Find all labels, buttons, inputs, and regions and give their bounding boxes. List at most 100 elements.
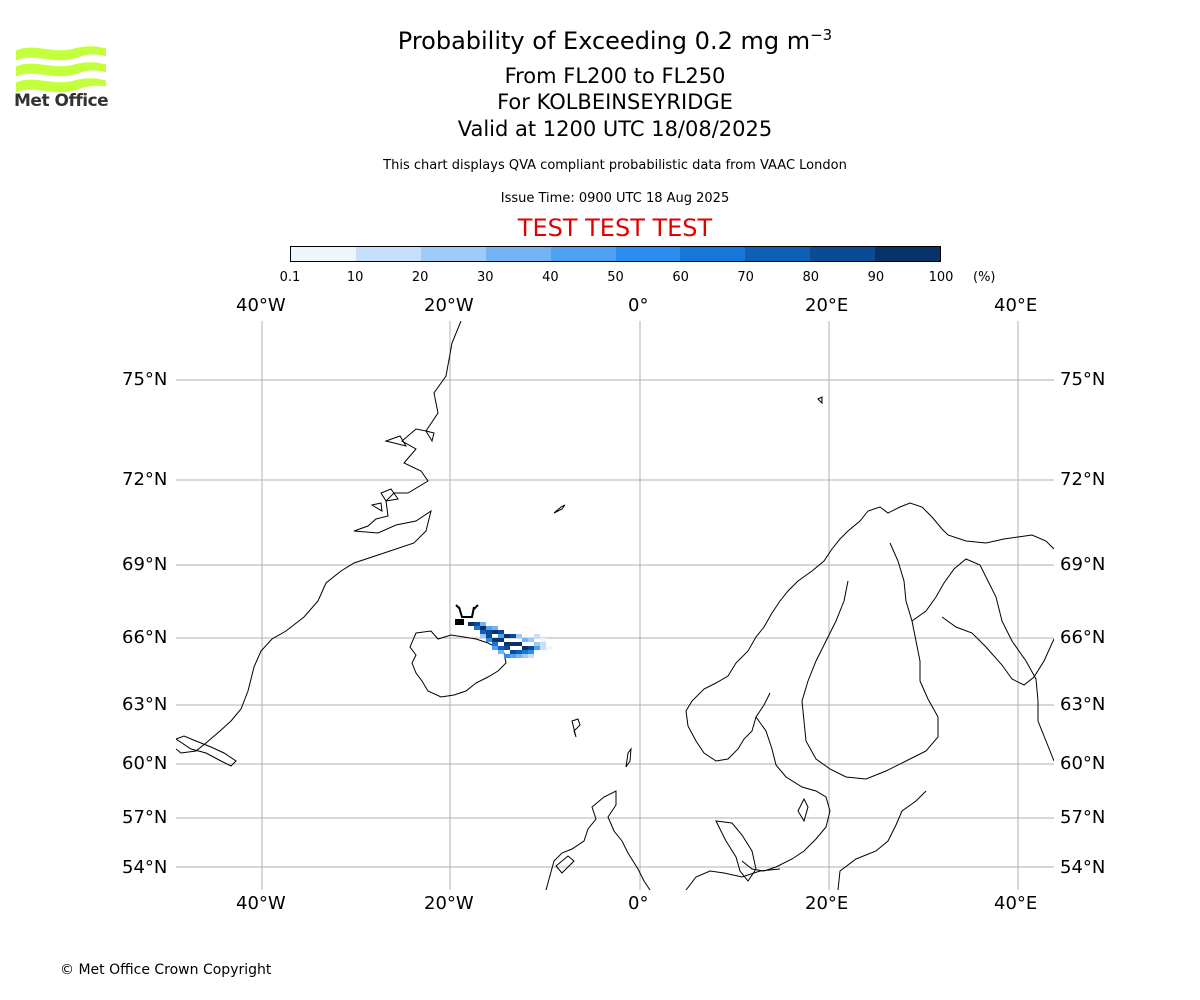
lat-label-right: 75°N xyxy=(1060,369,1106,390)
colorbar-tick-label: 100 xyxy=(928,270,954,285)
plume-cell xyxy=(528,646,534,650)
finland-coast xyxy=(885,542,939,772)
sweden-coast xyxy=(741,716,831,872)
jan-mayen xyxy=(553,504,566,514)
location-title: For KOLBEINSEYRIDGE xyxy=(497,90,733,114)
lon-label-bottom: 20°E xyxy=(805,893,849,914)
lat-label-right: 57°N xyxy=(1060,807,1106,828)
plume-cell xyxy=(474,622,480,626)
coastlines xyxy=(176,321,1054,890)
colorbar-tick-label: 0.1 xyxy=(279,270,301,285)
met-office-logo xyxy=(16,46,106,93)
greenland-islands xyxy=(370,430,435,512)
kola-coast xyxy=(941,616,1054,686)
plume-cell xyxy=(498,646,504,650)
lon-label-bottom: 20°W xyxy=(424,893,474,914)
copyright-footer: © Met Office Crown Copyright xyxy=(60,962,272,978)
plume-cell xyxy=(516,634,522,638)
colorbar-tick-label: 40 xyxy=(542,270,559,285)
shetland xyxy=(625,747,632,768)
plume-cell xyxy=(510,650,516,654)
plume-cell xyxy=(486,634,492,638)
greenland-coast xyxy=(176,321,462,754)
lat-label-right: 66°N xyxy=(1060,627,1106,648)
colorbar-tick-label: 10 xyxy=(346,270,364,285)
lon-label-top: 20°W xyxy=(424,295,474,316)
plume-cell xyxy=(504,634,510,638)
plume-cell xyxy=(510,642,516,646)
plume-cell xyxy=(468,622,474,626)
flight-level-range: From FL200 to FL250 xyxy=(504,64,726,88)
lon-label-top: 40°W xyxy=(236,295,286,316)
baltic-coast xyxy=(837,790,927,890)
gridlines xyxy=(176,321,1054,890)
plume-cell xyxy=(486,630,492,634)
lat-label-left: 75°N xyxy=(122,369,168,390)
valid-time: Valid at 1200 UTC 18/08/2025 xyxy=(457,117,773,141)
plume-cell xyxy=(522,646,528,650)
plume-cell xyxy=(546,646,552,650)
plume-cell xyxy=(540,642,546,646)
colorbar-tick-label: 70 xyxy=(737,270,754,285)
plume-cell xyxy=(492,638,498,642)
colorbar-segment xyxy=(875,247,941,261)
volcano-icon xyxy=(455,604,479,625)
colorbar-segment xyxy=(550,247,616,261)
plume-cell xyxy=(498,634,504,638)
lat-label-right: 63°N xyxy=(1060,694,1106,715)
colorbar-segment xyxy=(420,247,486,261)
plume-cell xyxy=(516,654,522,658)
plume-cell xyxy=(510,654,516,658)
lat-label-left: 54°N xyxy=(122,857,168,878)
plume-cell xyxy=(492,646,498,650)
colorbar-segment xyxy=(291,247,356,261)
colorbar-unit: (%) xyxy=(973,270,996,285)
plume-cell xyxy=(492,642,498,646)
colorbar-segment xyxy=(355,247,421,261)
colorbar-segment xyxy=(810,247,876,261)
lon-label-bottom: 40°E xyxy=(994,893,1038,914)
plume-cell xyxy=(528,654,534,658)
colorbar-tick-label: 60 xyxy=(672,270,689,285)
ireland-hebrides xyxy=(555,855,575,874)
norway-coast xyxy=(685,502,1054,727)
plume-cell xyxy=(510,634,516,638)
lon-label-bottom: 40°W xyxy=(236,893,286,914)
plume-cell xyxy=(504,642,510,646)
plume-cell xyxy=(504,646,510,650)
plume-cell xyxy=(480,622,486,626)
plume-cell xyxy=(522,650,528,654)
plume-cell xyxy=(486,626,492,630)
plume-cell xyxy=(540,646,546,650)
probability-colorbar xyxy=(290,246,941,262)
plume-cell xyxy=(540,638,546,642)
plume-cell xyxy=(486,638,492,642)
lat-label-left: 57°N xyxy=(122,807,168,828)
chart-title: Probability of Exceeding 0.2 mg m−3 xyxy=(397,26,833,55)
plume-cell xyxy=(492,626,498,630)
probability-plume xyxy=(468,622,552,658)
met-office-logo-text: Met Office xyxy=(14,91,109,111)
plume-cell xyxy=(522,638,528,642)
plume-cell xyxy=(504,654,510,658)
iceland-coast xyxy=(409,630,507,698)
lon-label-top: 0° xyxy=(628,295,649,316)
test-banner: TEST TEST TEST xyxy=(517,214,713,242)
lon-label-top: 20°E xyxy=(805,295,849,316)
lat-label-right: 69°N xyxy=(1060,554,1106,575)
norway-south xyxy=(687,692,771,762)
gotland xyxy=(797,797,809,823)
finland-russia-border xyxy=(911,558,1054,762)
lat-label-right: 60°N xyxy=(1060,753,1106,774)
plume-cell xyxy=(522,654,528,658)
colorbar-tick-label: 50 xyxy=(607,270,624,285)
plume-cell xyxy=(480,626,486,630)
germany-coast xyxy=(685,868,781,890)
plume-cell xyxy=(498,650,504,654)
plume-cell xyxy=(498,638,504,642)
plume-cell xyxy=(480,634,486,638)
plume-cell xyxy=(534,642,540,646)
plume-cell xyxy=(534,646,540,650)
lat-label-right: 72°N xyxy=(1060,469,1106,490)
plume-cell xyxy=(534,634,540,638)
